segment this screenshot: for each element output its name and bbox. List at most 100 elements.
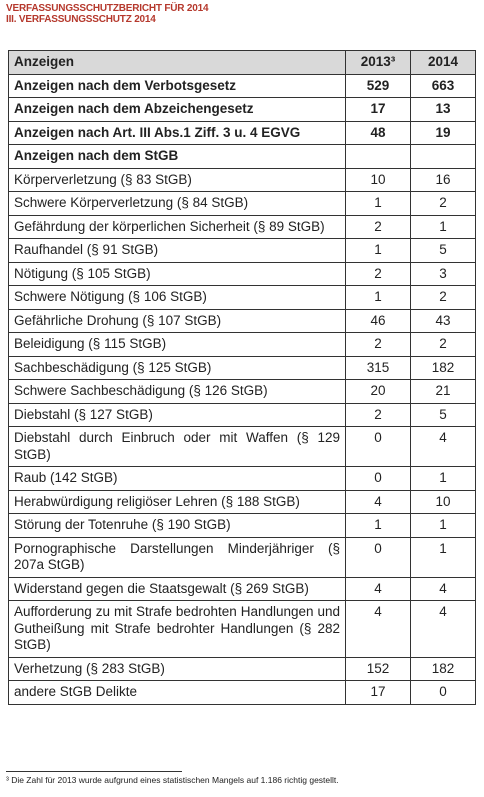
table-row: Widerstand gegen die Staatsgewalt (§ 269… — [8, 576, 476, 601]
table-cell: Herabwürdigung religiöser Lehren (§ 188 … — [8, 489, 346, 514]
table-cell: Aufforderung zu mit Strafe bedrohten Han… — [8, 600, 346, 658]
table-cell: 0 — [345, 426, 411, 467]
table-cell: 4 — [345, 489, 411, 514]
table-body: Anzeigen nach dem Verbotsgesetz 529 663 Anz… — [8, 73, 476, 705]
table-cell: 10 — [345, 167, 411, 192]
table-cell: 2 — [345, 402, 411, 427]
header-subtitle: III. VERFASSUNGSSCHUTZ 2014 — [6, 14, 156, 25]
table-cell: Raufhandel (§ 91 StGB) — [8, 238, 346, 263]
table-cell: Verhetzung (§ 283 StGB) — [8, 656, 346, 681]
table-row: andere StGB Delikte 17 0 — [8, 680, 476, 705]
table-cell: 20 — [345, 379, 411, 404]
table-cell: 46 — [345, 308, 411, 333]
table-row: Anzeigen nach Art. III Abs.1 Ziff. 3 u. … — [8, 120, 476, 145]
table-cell — [345, 144, 411, 169]
footnote-rule — [6, 771, 182, 772]
table-cell: 1 — [345, 238, 411, 263]
table-cell: 17 — [345, 97, 411, 122]
table-cell: Raub (142 StGB) — [8, 466, 346, 491]
table-row: Pornographische Darstellungen Minderjähr… — [8, 536, 476, 578]
table-row: Raufhandel (§ 91 StGB) 1 5 — [8, 238, 476, 263]
table-cell: 4 — [345, 576, 411, 601]
table-cell: Sachbeschädigung (§ 125 StGB) — [8, 355, 346, 380]
header-cell: Anzeigen — [8, 50, 346, 75]
table: Anzeigen 2013³ 2014 Anzeigen nach dem Ve… — [8, 50, 476, 705]
table-cell: 1 — [345, 285, 411, 310]
table-cell: 5 — [410, 238, 476, 263]
table-cell: Körperverletzung (§ 83 StGB) — [8, 167, 346, 192]
table-cell: 1 — [345, 191, 411, 216]
table-cell: 2 — [410, 191, 476, 216]
table-cell: 1 — [345, 513, 411, 538]
table-cell: 5 — [410, 402, 476, 427]
table-row: Diebstahl durch Einbruch oder mit Waffen… — [8, 426, 476, 467]
table-cell: 0 — [345, 536, 411, 578]
table-cell: Nötigung (§ 105 StGB) — [8, 261, 346, 286]
table-row: Raub (142 StGB) 0 1 — [8, 466, 476, 491]
table-cell: 182 — [410, 355, 476, 380]
table-cell: 19 — [410, 120, 476, 145]
table-cell: 1 — [410, 466, 476, 491]
table-cell: Gefährdung der körperlichen Sicherheit (… — [8, 214, 346, 239]
table-row: Beleidigung (§ 115 StGB) 2 2 — [8, 332, 476, 357]
table-cell: 16 — [410, 167, 476, 192]
table-cell: Anzeigen nach Art. III Abs.1 Ziff. 3 u. … — [8, 120, 346, 145]
table-cell: 315 — [345, 355, 411, 380]
table-cell — [410, 144, 476, 169]
table-row: Herabwürdigung religiöser Lehren (§ 188 … — [8, 489, 476, 514]
table-row: Gefährdung der körperlichen Sicherheit (… — [8, 214, 476, 239]
table-cell: Schwere Nötigung (§ 106 StGB) — [8, 285, 346, 310]
table-cell: 10 — [410, 489, 476, 514]
table-row: Anzeigen nach dem Abzeichengesetz 17 13 — [8, 97, 476, 122]
table-cell: Widerstand gegen die Staatsgewalt (§ 269… — [8, 576, 346, 601]
table-row: Körperverletzung (§ 83 StGB) 10 16 — [8, 167, 476, 192]
table-cell: 152 — [345, 656, 411, 681]
table-row: Aufforderung zu mit Strafe bedrohten Han… — [8, 600, 476, 658]
header-row: Anzeigen 2013³ 2014 — [8, 50, 476, 75]
table-cell: 4 — [410, 600, 476, 658]
table-cell: Diebstahl durch Einbruch oder mit Waffen… — [8, 426, 346, 467]
table-cell: Anzeigen nach dem StGB — [8, 144, 346, 169]
table-cell: 13 — [410, 97, 476, 122]
table-row: Störung der Totenruhe (§ 190 StGB) 1 1 — [8, 513, 476, 538]
table-cell: 21 — [410, 379, 476, 404]
table-cell: 1 — [410, 214, 476, 239]
table-cell: 4 — [345, 600, 411, 658]
table-cell: 529 — [345, 73, 411, 98]
table-row: Anzeigen nach dem Verbotsgesetz 529 663 — [8, 73, 476, 98]
table-cell: 3 — [410, 261, 476, 286]
table-cell: Anzeigen nach dem Abzeichengesetz — [8, 97, 346, 122]
table-cell: Schwere Körperverletzung (§ 84 StGB) — [8, 191, 346, 216]
table-cell: 17 — [345, 680, 411, 705]
table-row: Diebstahl (§ 127 StGB) 2 5 — [8, 402, 476, 427]
table-row: Schwere Nötigung (§ 106 StGB) 1 2 — [8, 285, 476, 310]
table-cell: Störung der Totenruhe (§ 190 StGB) — [8, 513, 346, 538]
table-cell: 1 — [410, 513, 476, 538]
table-row: Schwere Körperverletzung (§ 84 StGB) 1 2 — [8, 191, 476, 216]
table-cell: 1 — [410, 536, 476, 578]
table-cell: 48 — [345, 120, 411, 145]
table-cell: Gefährliche Drohung (§ 107 StGB) — [8, 308, 346, 333]
header: VERFASSUNGSSCHUTZBERICHT FÜR 2014 III. V… — [6, 3, 209, 25]
table-cell: 663 — [410, 73, 476, 98]
header-cell: 2013³ — [345, 50, 411, 75]
table-row: Verhetzung (§ 283 StGB) 152 182 — [8, 656, 476, 681]
table-cell: Beleidigung (§ 115 StGB) — [8, 332, 346, 357]
header-cell: 2014 — [410, 50, 476, 75]
table-cell: 4 — [410, 426, 476, 467]
table-cell: Pornographische Darstellungen Minderjähr… — [8, 536, 346, 578]
table-row: Anzeigen nach dem StGB — [8, 144, 476, 169]
table-cell: 4 — [410, 576, 476, 601]
table-cell: 2 — [345, 214, 411, 239]
table-row: Nötigung (§ 105 StGB) 2 3 — [8, 261, 476, 286]
table-row: Sachbeschädigung (§ 125 StGB) 315 182 — [8, 355, 476, 380]
table-cell: andere StGB Delikte — [8, 680, 346, 705]
table-cell: 0 — [345, 466, 411, 491]
header-title: VERFASSUNGSSCHUTZBERICHT FÜR 2014 — [6, 3, 209, 14]
table-cell: 2 — [410, 285, 476, 310]
table-cell: 2 — [345, 332, 411, 357]
table-cell: Anzeigen nach dem Verbotsgesetz — [8, 73, 346, 98]
table-cell: 0 — [410, 680, 476, 705]
table-cell: 2 — [345, 261, 411, 286]
